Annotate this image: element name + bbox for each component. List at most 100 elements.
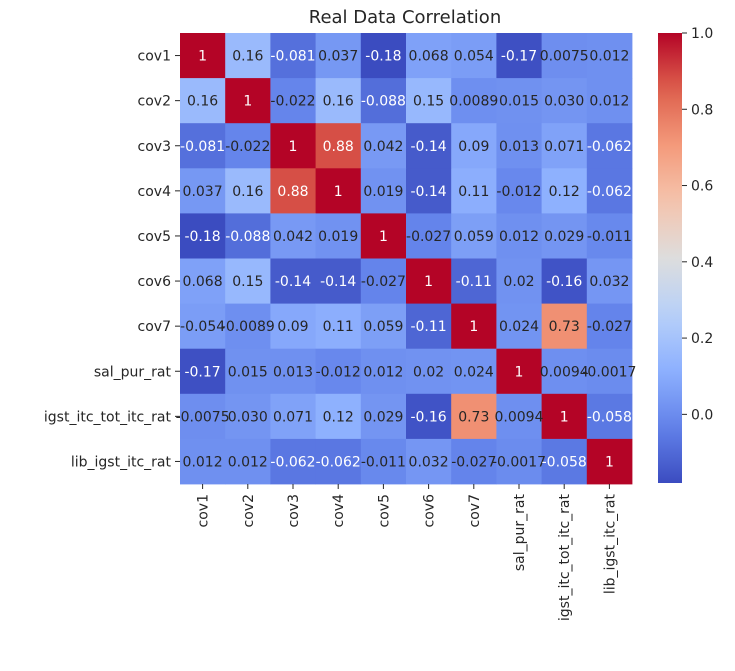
heatmap-cell-6-2 bbox=[270, 303, 316, 350]
cell-label-6-5: -0.11 bbox=[410, 319, 446, 335]
heatmap-cell-7-0 bbox=[180, 348, 226, 395]
cell-label-7-7: 1 bbox=[515, 364, 524, 380]
cell-label-9-7: -0.0017 bbox=[492, 454, 546, 470]
heatmap-cell-3-5 bbox=[406, 168, 452, 214]
heatmap-cell-5-8 bbox=[541, 258, 588, 304]
row-label-4: cov5 bbox=[138, 229, 171, 245]
heatmap-cell-9-1 bbox=[225, 438, 271, 485]
heatmap-cell-0-8 bbox=[541, 33, 588, 79]
cell-label-6-0: -0.054 bbox=[180, 319, 225, 335]
heatmap-cell-7-3 bbox=[315, 348, 362, 395]
heatmap-cell-3-8 bbox=[541, 168, 588, 214]
row-label-3: cov4 bbox=[138, 184, 172, 200]
heatmap-cell-0-4 bbox=[360, 33, 407, 79]
heatmap-cell-3-2 bbox=[270, 168, 316, 214]
cell-label-7-5: 0.02 bbox=[413, 364, 444, 380]
cell-label-6-3: 0.11 bbox=[323, 319, 354, 335]
cell-label-1-8: 0.030 bbox=[544, 94, 584, 110]
cell-label-3-9: -0.062 bbox=[587, 184, 632, 200]
heatmap-cell-0-5 bbox=[406, 33, 452, 79]
heatmap-cell-7-1 bbox=[225, 348, 271, 395]
column-label-6: cov7 bbox=[467, 494, 483, 527]
heatmap-cell-4-9 bbox=[586, 213, 633, 259]
cell-label-0-5: 0.068 bbox=[409, 49, 449, 65]
cell-label-5-5: 1 bbox=[424, 274, 433, 290]
cell-label-8-9: -0.058 bbox=[587, 409, 632, 425]
heatmap-cell-6-0 bbox=[180, 303, 226, 350]
cell-label-9-3: -0.062 bbox=[316, 454, 361, 470]
row-label-0: cov1 bbox=[138, 49, 171, 65]
column-label-0: cov1 bbox=[196, 494, 212, 527]
heatmap-cell-6-9 bbox=[586, 303, 633, 350]
heatmap-cells bbox=[180, 33, 633, 485]
heatmap-cell-0-7 bbox=[496, 33, 542, 79]
cell-label-4-1: -0.088 bbox=[225, 229, 270, 245]
heatmap-cell-8-9 bbox=[586, 393, 633, 440]
cell-label-9-0: 0.012 bbox=[183, 454, 223, 470]
cell-label-2-9: -0.062 bbox=[587, 139, 632, 155]
cell-label-7-9: -0.0017 bbox=[582, 364, 636, 380]
heatmap-cell-7-6 bbox=[451, 348, 497, 395]
cell-label-3-6: 0.11 bbox=[458, 184, 489, 200]
heatmap-cell-6-5 bbox=[406, 303, 452, 350]
heatmap-cell-3-7 bbox=[496, 168, 542, 214]
cell-label-4-7: 0.012 bbox=[499, 229, 539, 245]
heatmap-cell-0-9 bbox=[586, 33, 633, 79]
cell-label-5-9: 0.032 bbox=[589, 274, 629, 290]
cell-label-7-1: 0.015 bbox=[228, 364, 268, 380]
cell-label-7-2: 0.013 bbox=[273, 364, 313, 380]
column-label-3: cov4 bbox=[331, 494, 347, 528]
heatmap-cell-1-4 bbox=[360, 78, 407, 124]
heatmap-cell-5-3 bbox=[315, 258, 362, 304]
heatmap-cell-8-4 bbox=[360, 393, 407, 440]
heatmap-cell-4-1 bbox=[225, 213, 271, 259]
cell-label-2-3: 0.88 bbox=[323, 139, 354, 155]
cell-label-0-9: 0.012 bbox=[589, 49, 629, 65]
heatmap-cell-3-0 bbox=[180, 168, 226, 214]
heatmap-cell-7-9 bbox=[586, 348, 633, 395]
heatmap-cell-8-3 bbox=[315, 393, 362, 440]
heatmap-cell-9-4 bbox=[360, 438, 407, 485]
heatmap-cell-2-6 bbox=[451, 123, 497, 169]
heatmap-cell-1-1 bbox=[225, 78, 271, 124]
cell-label-5-8: -0.16 bbox=[546, 274, 582, 290]
heatmap-cell-5-0 bbox=[180, 258, 226, 304]
heatmap-cell-5-4 bbox=[360, 258, 407, 304]
heatmap-cell-7-7 bbox=[496, 348, 542, 395]
cell-label-2-0: -0.081 bbox=[180, 139, 225, 155]
heatmap-cell-9-2 bbox=[270, 438, 316, 485]
heatmap-cell-8-6 bbox=[451, 393, 497, 440]
row-label-5: cov6 bbox=[138, 274, 172, 290]
heatmap-cell-0-6 bbox=[451, 33, 497, 79]
heatmap-cell-8-2 bbox=[270, 393, 316, 440]
cell-label-8-7: 0.0094 bbox=[495, 409, 544, 425]
cell-label-2-5: -0.14 bbox=[410, 139, 446, 155]
colorbar-tick-label-5: 1.0 bbox=[691, 26, 713, 42]
cell-label-6-7: 0.024 bbox=[499, 319, 539, 335]
cell-label-1-7: 0.015 bbox=[499, 94, 539, 110]
heatmap-cell-5-5 bbox=[406, 258, 452, 304]
cell-label-9-2: -0.062 bbox=[270, 454, 315, 470]
heatmap-cell-9-8 bbox=[541, 438, 588, 485]
cell-label-4-3: 0.019 bbox=[318, 229, 358, 245]
cell-label-3-3: 1 bbox=[334, 184, 343, 200]
cell-label-4-4: 1 bbox=[379, 229, 388, 245]
heatmap-cell-2-0 bbox=[180, 123, 226, 169]
column-label-9: lib_igst_itc_rat bbox=[602, 494, 618, 595]
column-label-2: cov3 bbox=[286, 494, 302, 527]
cell-label-2-6: 0.09 bbox=[458, 139, 489, 155]
column-label-1: cov2 bbox=[241, 494, 257, 527]
cell-label-9-9: 1 bbox=[605, 454, 614, 470]
cell-label-2-7: 0.013 bbox=[499, 139, 539, 155]
cell-label-3-1: 0.16 bbox=[232, 184, 263, 200]
cell-label-9-6: -0.027 bbox=[451, 454, 496, 470]
heatmap-cell-6-6 bbox=[451, 303, 497, 350]
cell-label-7-3: -0.012 bbox=[316, 364, 361, 380]
cell-label-5-7: 0.02 bbox=[503, 274, 534, 290]
column-label-7: sal_pur_rat bbox=[512, 493, 528, 571]
cell-label-8-8: 1 bbox=[560, 409, 569, 425]
heatmap-cell-2-4 bbox=[360, 123, 407, 169]
heatmap-cell-7-4 bbox=[360, 348, 407, 395]
row-label-6: cov7 bbox=[138, 319, 171, 335]
heatmap-cell-9-5 bbox=[406, 438, 452, 485]
